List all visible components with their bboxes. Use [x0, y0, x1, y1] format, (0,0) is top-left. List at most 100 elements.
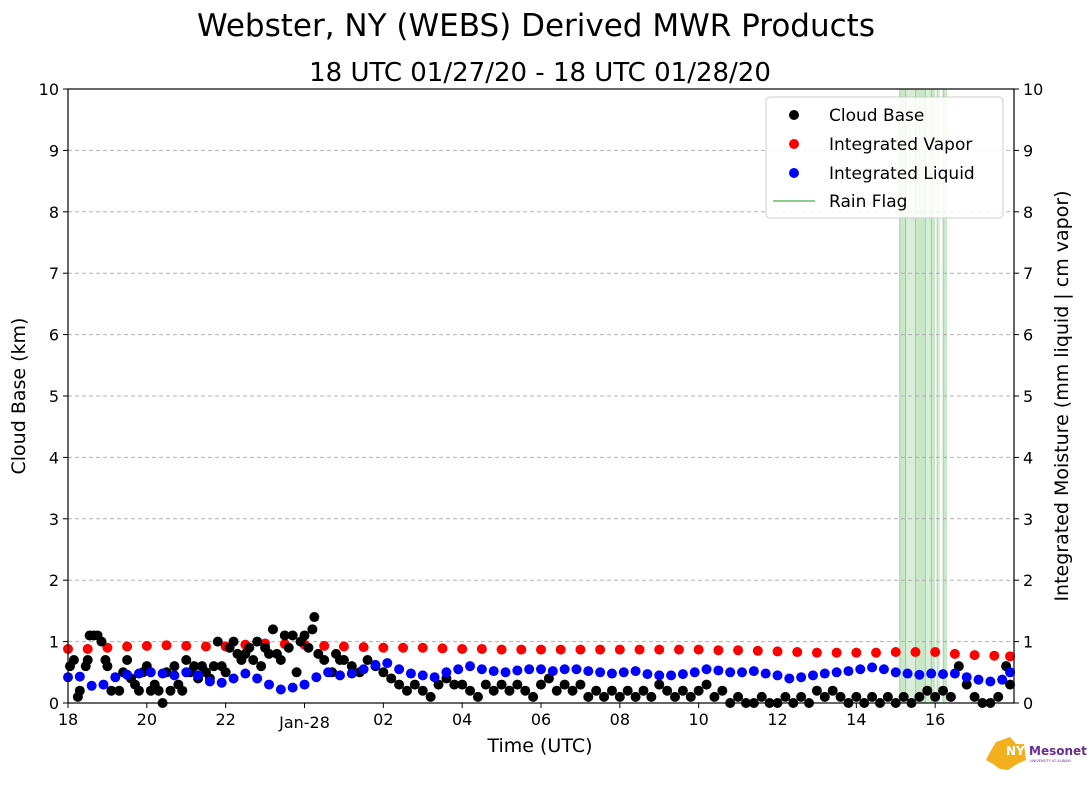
cloud-base-point — [433, 679, 444, 690]
cloud-base-point — [662, 685, 673, 696]
y-tick-label-left: 5 — [49, 387, 59, 406]
cloud-base-point — [252, 636, 263, 647]
integrated-vapor-point — [319, 640, 330, 651]
integrated-vapor-point — [752, 645, 763, 656]
integrated-vapor-point — [122, 641, 133, 652]
x-tick-label: 12 — [767, 710, 787, 729]
cloud-base-point — [346, 661, 357, 672]
cloud-base-point — [536, 679, 546, 690]
integrated-vapor-point — [575, 644, 586, 655]
integrated-vapor-point — [200, 641, 211, 652]
cloud-base-point — [583, 691, 594, 702]
integrated-liquid-point — [157, 668, 168, 679]
cloud-base-point — [248, 655, 259, 666]
cloud-base-point — [646, 691, 657, 702]
cloud-base-point — [630, 691, 641, 702]
cloud-base-point — [914, 691, 925, 702]
cloud-base-point — [303, 642, 314, 653]
y-tick-label-left: 1 — [49, 633, 59, 652]
legend-marker-integrated-liquid — [789, 168, 799, 178]
integrated-liquid-point — [193, 670, 204, 681]
integrated-liquid-point — [985, 676, 996, 687]
integrated-liquid-point — [890, 667, 901, 678]
y-tick-label-right: 4 — [1023, 448, 1033, 467]
cloud-base-point — [106, 685, 117, 696]
cloud-base-point — [465, 685, 476, 696]
legend-label-integrated-vapor: Integrated Vapor — [829, 135, 972, 155]
cloud-base-point — [717, 685, 728, 696]
cloud-base-point — [275, 655, 286, 666]
y-tick-label-right: 1 — [1023, 633, 1033, 652]
y-tick-label-right: 5 — [1023, 387, 1033, 406]
integrated-liquid-point — [606, 668, 617, 679]
cloud-base-point — [638, 685, 649, 696]
integrated-liquid-point — [287, 682, 298, 693]
cloud-base-point — [307, 624, 318, 635]
integrated-vapor-point — [713, 645, 724, 656]
cloud-base-point — [614, 691, 625, 702]
cloud-base-point — [606, 685, 617, 696]
integrated-liquid-point — [346, 668, 357, 679]
cloud-base-point — [693, 685, 704, 696]
x-tick-label: 02 — [373, 710, 393, 729]
integrated-vapor-point — [398, 642, 409, 653]
integrated-liquid-point — [382, 658, 393, 669]
integrated-liquid-point — [949, 668, 960, 679]
integrated-liquid-point — [524, 664, 535, 675]
cloud-base-point — [528, 691, 539, 702]
integrated-vapor-point — [634, 644, 645, 655]
data-points — [63, 612, 1016, 708]
cloud-base-point — [945, 691, 956, 702]
integrated-liquid-point — [323, 667, 334, 678]
y-tick-label-left: 2 — [49, 571, 59, 590]
integrated-liquid-point — [429, 672, 440, 683]
y-tick-label-left: 4 — [49, 448, 59, 467]
y-tick-label-right: 9 — [1023, 141, 1033, 160]
cloud-base-point — [796, 691, 807, 702]
cloud-base-point — [267, 624, 278, 635]
x-tick-label: 22 — [215, 710, 235, 729]
integrated-liquid-point — [133, 668, 144, 679]
cloud-base-point — [299, 630, 310, 641]
cloud-base-point — [811, 685, 822, 696]
x-tick-label: 10 — [688, 710, 708, 729]
integrated-liquid-point — [713, 665, 724, 676]
integrated-vapor-point — [890, 647, 901, 658]
cloud-base-point — [417, 685, 428, 696]
cloud-base-point — [220, 667, 231, 678]
legend-marker-integrated-vapor — [789, 139, 799, 149]
cloud-base-point — [567, 685, 578, 696]
integrated-liquid-point — [595, 667, 606, 678]
cloud-base-point — [512, 679, 523, 690]
integrated-liquid-point — [571, 664, 582, 675]
integrated-vapor-point — [654, 644, 665, 655]
logo-text-brand: Mesonet — [1029, 744, 1087, 758]
y-tick-label-right: 8 — [1023, 203, 1033, 222]
x-tick-label: 04 — [452, 710, 472, 729]
cloud-base-point — [122, 655, 133, 666]
integrated-liquid-point — [453, 664, 464, 675]
y-tick-label-left: 10 — [39, 80, 59, 99]
cloud-base-point — [212, 636, 223, 647]
y-tick-label-left: 3 — [49, 510, 59, 529]
cloud-base-point — [279, 630, 290, 641]
integrated-liquid-point — [689, 667, 700, 678]
cloud-base-point — [961, 679, 972, 690]
cloud-base-point — [472, 691, 483, 702]
integrated-liquid-point — [181, 667, 192, 678]
cloud-base-point — [835, 691, 846, 702]
integrated-vapor-point — [673, 644, 684, 655]
x-tick-label: Jan-28 — [278, 713, 330, 732]
cloud-base-point — [898, 691, 909, 702]
cloud-base-point — [74, 685, 85, 696]
integrated-liquid-point — [441, 667, 452, 678]
cloud-base-point — [409, 679, 420, 690]
integrated-liquid-point — [500, 667, 511, 678]
integrated-vapor-point — [969, 650, 980, 661]
cloud-base-point — [319, 655, 330, 666]
cloud-base-point — [993, 691, 1004, 702]
cloud-base-point — [520, 685, 531, 696]
integrated-liquid-point — [772, 670, 783, 681]
cloud-base-point — [133, 685, 144, 696]
cloud-base-point — [756, 691, 767, 702]
